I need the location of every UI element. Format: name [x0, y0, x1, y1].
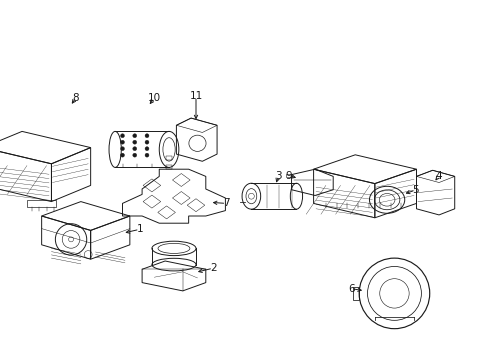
- Circle shape: [145, 134, 149, 138]
- Text: 11: 11: [189, 91, 203, 102]
- Text: 5: 5: [412, 185, 419, 195]
- Circle shape: [121, 147, 124, 150]
- Circle shape: [133, 140, 137, 144]
- Text: 7: 7: [223, 198, 230, 208]
- Text: 1: 1: [136, 224, 143, 234]
- Text: 10: 10: [148, 93, 161, 103]
- Circle shape: [145, 153, 149, 157]
- Text: 9: 9: [286, 171, 293, 181]
- Circle shape: [121, 134, 124, 138]
- Text: 2: 2: [210, 263, 217, 273]
- Circle shape: [133, 134, 137, 138]
- Text: 3: 3: [275, 171, 282, 181]
- Circle shape: [133, 153, 137, 157]
- Circle shape: [121, 153, 124, 157]
- Circle shape: [145, 147, 149, 150]
- Circle shape: [133, 147, 137, 150]
- Circle shape: [121, 140, 124, 144]
- Circle shape: [145, 140, 149, 144]
- Text: 6: 6: [348, 284, 355, 294]
- Text: 4: 4: [435, 171, 442, 181]
- Text: 8: 8: [73, 93, 79, 103]
